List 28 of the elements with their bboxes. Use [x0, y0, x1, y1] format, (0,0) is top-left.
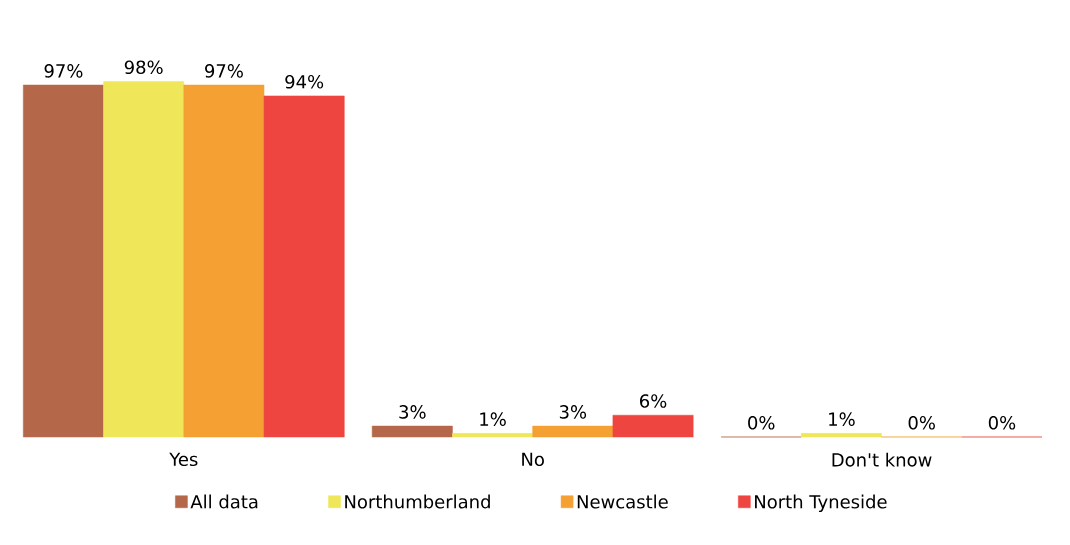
legend-label: North Tyneside	[755, 494, 887, 513]
bar	[103, 81, 185, 438]
data-label: 97%	[205, 64, 243, 78]
x-tick-label: No	[522, 452, 544, 467]
bar	[183, 84, 265, 438]
data-label: 3%	[559, 405, 587, 419]
data-label: 1%	[829, 412, 855, 426]
bar	[612, 414, 694, 438]
data-label: 97%	[44, 64, 83, 78]
data-label: 0%	[908, 415, 935, 430]
data-label: 0%	[748, 415, 775, 430]
legend-label: Newcastle	[577, 494, 668, 509]
data-label: 3%	[399, 405, 426, 419]
bar	[801, 433, 882, 438]
legend-label: All data	[190, 494, 258, 509]
data-label: 94%	[285, 74, 324, 89]
bar	[371, 425, 453, 438]
bar	[263, 95, 345, 438]
bar	[23, 84, 104, 438]
data-label: 6%	[640, 394, 667, 408]
x-tick-label: Don't know	[832, 452, 932, 467]
x-tick-label: Yes	[169, 452, 198, 467]
bar	[452, 433, 533, 438]
data-label: 98%	[124, 60, 163, 75]
data-label: 1%	[480, 412, 506, 426]
legend-label: Northumberland	[345, 494, 490, 509]
bar	[532, 425, 614, 438]
data-label: 0%	[988, 415, 1016, 430]
